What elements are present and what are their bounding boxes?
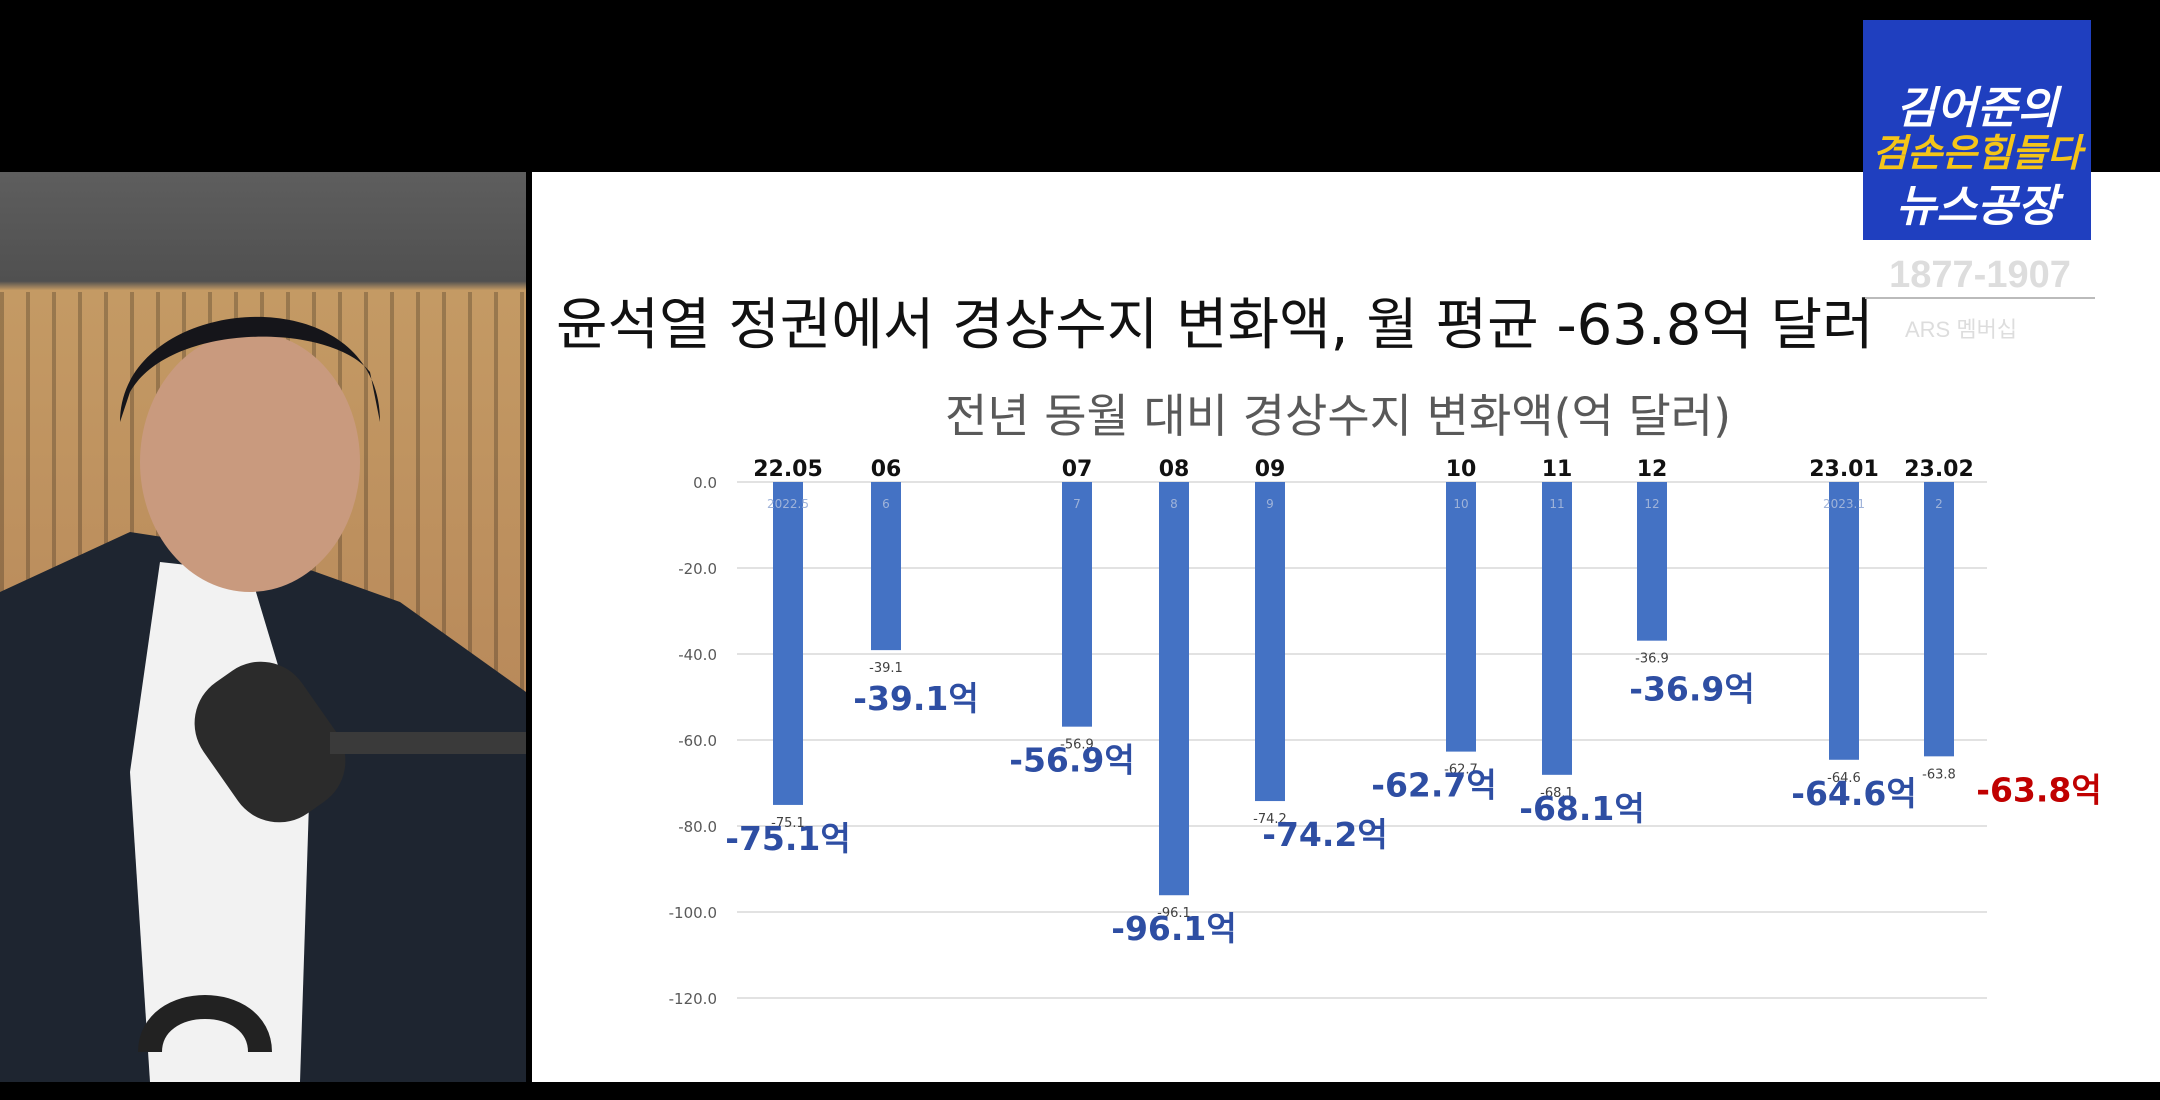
logo-line-3: 뉴스공장 (1896, 181, 2058, 232)
bar-inner-label: 2 (1935, 497, 1943, 511)
data-label-big: -96.1억 (1111, 909, 1236, 948)
bar (1255, 482, 1285, 802)
chart-slide: 윤석열 정권에서 경상수지 변화액, 월 평균 -63.8억 달러 전년 동월 … (532, 172, 2160, 1082)
category-label: 11 (1542, 457, 1573, 482)
logo-line-2: 겸손은힘들다 (1872, 131, 2082, 175)
bar (1829, 482, 1859, 760)
data-label-big: -36.9억 (1629, 670, 1754, 709)
logo-subtitle: ARS 멤버십 (1905, 317, 2018, 342)
bar-inner-label: 7 (1073, 497, 1081, 511)
data-label-small: -75.1 (771, 816, 805, 831)
data-label-small: -39.1 (869, 661, 903, 676)
bar-chart: 전년 동월 대비 경상수지 변화액(억 달러) 0.0 -20.0 -40.0 -60… (669, 389, 2102, 1008)
category-label: 23.02 (1904, 457, 1974, 482)
data-label-small: -36.9 (1635, 652, 1669, 667)
data-label-big: -39.1억 (853, 679, 978, 718)
y-tick-label: -100.0 (669, 904, 717, 922)
data-label-small: -68.1 (1540, 786, 1574, 801)
bar (1159, 482, 1189, 896)
bar-inner-label: 8 (1170, 497, 1178, 511)
data-label-small: -74.2 (1253, 812, 1287, 827)
data-label-small: -63.8 (1922, 767, 1956, 782)
data-label-big: -63.8억 (1976, 770, 2101, 809)
data-label-small: -64.6 (1827, 771, 1861, 786)
bar (871, 482, 901, 651)
bar (1637, 482, 1667, 641)
bar-inner-label: 2022.5 (767, 497, 809, 511)
bar-inner-label: 9 (1266, 497, 1274, 511)
presenter-figure (0, 316, 526, 1082)
data-label-big: -68.1억 (1519, 789, 1644, 828)
data-label-small: -56.9 (1060, 738, 1094, 753)
category-label: 12 (1637, 457, 1668, 482)
logo-line-1: 김어준의 (1896, 83, 2058, 134)
category-label: 07 (1062, 457, 1093, 482)
bar-inner-label: 6 (882, 497, 890, 511)
y-tick-label: -80.0 (678, 818, 717, 836)
data-label-big: -74.2억 (1262, 815, 1387, 854)
category-label: 22.05 (753, 457, 823, 482)
y-tick-label: 0.0 (693, 474, 717, 492)
bar-inner-label: 2023.1 (1823, 497, 1865, 511)
y-tick-label: -120.0 (669, 990, 717, 1008)
data-label-big: -62.7억 (1371, 766, 1496, 805)
y-tick-label: -60.0 (678, 732, 717, 750)
bar-inner-label: 11 (1549, 497, 1564, 511)
data-label-big: -64.6억 (1791, 774, 1916, 813)
data-label-big: -56.9억 (1009, 741, 1134, 780)
bar (1542, 482, 1572, 775)
slide-title: 윤석열 정권에서 경상수지 변화액, 월 평균 -63.8억 달러 (556, 293, 1874, 358)
bar (1062, 482, 1092, 727)
category-label: 10 (1446, 457, 1477, 482)
bar (773, 482, 803, 805)
category-label: 06 (871, 457, 902, 482)
data-label-small: -96.1 (1157, 906, 1191, 921)
y-tick-label: -20.0 (678, 560, 717, 578)
bar-inner-label: 10 (1453, 497, 1468, 511)
bar (1924, 482, 1954, 757)
data-label-big: -75.1억 (725, 819, 850, 858)
show-logo: 김어준의 겸손은힘들다 뉴스공장 (1863, 20, 2091, 240)
bar (1446, 482, 1476, 752)
bar-inner-label: 12 (1644, 497, 1659, 511)
data-label-small: -62.7 (1444, 763, 1478, 778)
chart-title: 전년 동월 대비 경상수지 변화액(억 달러) (945, 389, 1731, 443)
category-label: 23.01 (1809, 457, 1879, 482)
category-label: 08 (1159, 457, 1190, 482)
y-tick-label: -40.0 (678, 646, 717, 664)
category-label: 09 (1255, 457, 1286, 482)
video-feed-panel (0, 172, 526, 1082)
logo-years: 1877-1907 (1865, 254, 2095, 299)
